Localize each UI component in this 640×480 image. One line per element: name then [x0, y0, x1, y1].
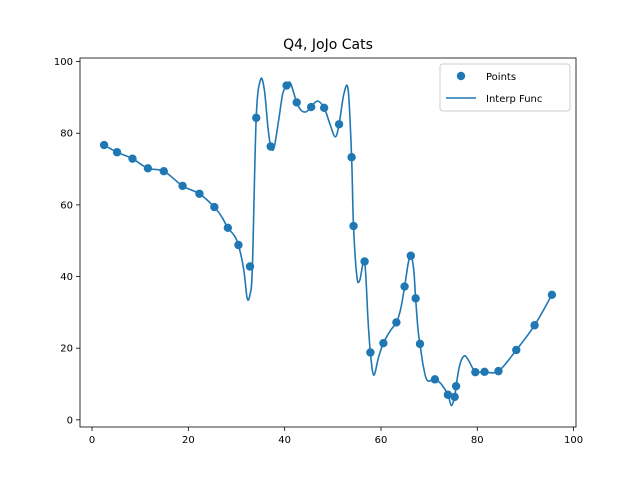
data-point [430, 375, 440, 384]
data-point [366, 348, 375, 357]
x-tick-label: 20 [182, 435, 195, 446]
x-tick-label: 80 [471, 435, 484, 446]
data-point [443, 390, 453, 399]
data-point [252, 113, 261, 123]
x-tick-label: 0 [89, 435, 95, 446]
data-point [471, 367, 480, 377]
data-point [292, 98, 301, 107]
y-tick-label: 60 [60, 200, 73, 211]
data-point [349, 221, 358, 231]
x-tick-label: 60 [375, 435, 388, 446]
legend-marker-points [456, 71, 466, 81]
data-point [223, 223, 233, 233]
data-point [411, 294, 420, 303]
data-point [195, 189, 204, 198]
y-tick-label: 80 [60, 129, 73, 140]
data-point [450, 392, 459, 402]
data-point [112, 148, 122, 157]
data-point [334, 120, 344, 129]
series-line-interp-func [103, 77, 553, 407]
axes-frame [79, 57, 577, 428]
data-point [319, 103, 329, 112]
data-point [159, 167, 168, 176]
data-point [547, 290, 557, 300]
x-tick-label: 40 [278, 435, 291, 446]
data-point [360, 257, 369, 266]
data-point [234, 240, 243, 250]
data-point [178, 181, 187, 191]
x-tick-label: 100 [564, 435, 583, 446]
data-point [99, 140, 109, 150]
data-point [282, 81, 291, 90]
data-point [415, 339, 425, 349]
data-point [480, 367, 489, 377]
plot-area: 0 20 40 60 80 100 0 20 40 60 80 100 [54, 57, 583, 446]
legend: Points Interp Func [439, 63, 571, 112]
legend-label-interp: Interp Func [486, 94, 542, 105]
chart-title: Q4, JoJo Cats [283, 37, 373, 53]
data-point [266, 142, 275, 151]
data-point [530, 321, 539, 330]
data-point [392, 318, 401, 327]
legend-box [439, 63, 571, 112]
data-point [406, 251, 416, 260]
data-point [347, 153, 356, 162]
y-tick-label: 20 [60, 344, 73, 355]
legend-label-points: Points [486, 72, 516, 83]
data-point [400, 282, 409, 291]
y-tick-label: 0 [67, 415, 73, 426]
y-tick-label: 40 [60, 272, 73, 283]
data-point [143, 164, 153, 173]
data-point [512, 345, 521, 355]
data-point [494, 366, 503, 376]
data-point [451, 381, 461, 391]
data-point [210, 202, 219, 212]
y-tick-label: 100 [54, 57, 73, 68]
data-point [128, 154, 137, 163]
data-point [306, 102, 316, 112]
data-point [245, 262, 255, 271]
data-point [379, 338, 388, 348]
